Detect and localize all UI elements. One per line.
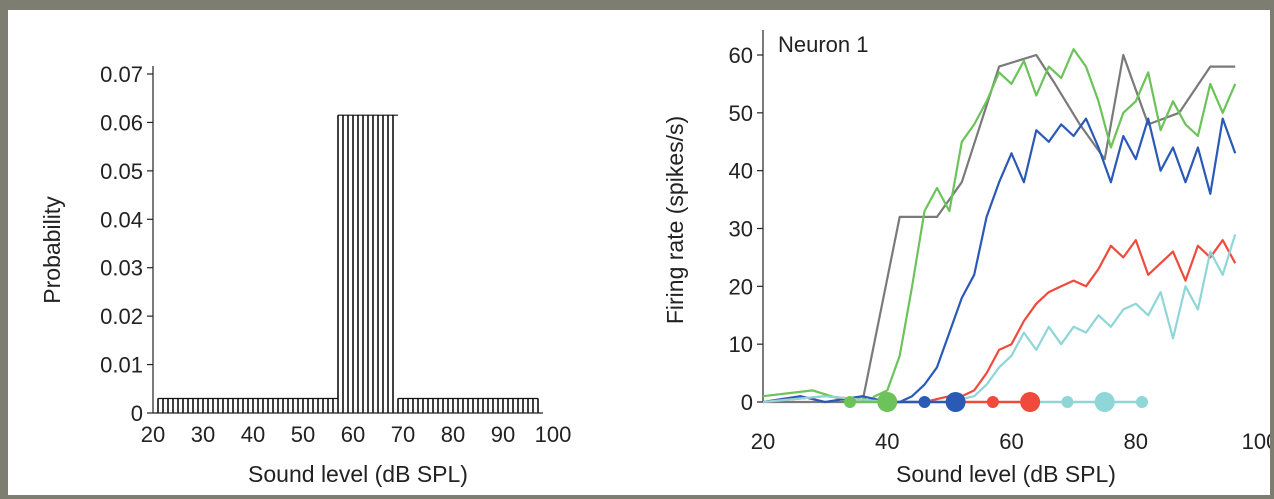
x-tick-label: 100 (1242, 429, 1270, 454)
series-line (762, 239, 1237, 404)
y-tick-label: 0.05 (100, 159, 143, 184)
x-axis-label: Sound level (dB SPL) (248, 461, 468, 487)
x-tick-label: 80 (1124, 429, 1148, 454)
series-line (762, 117, 1237, 404)
y-tick-label: 60 (729, 43, 753, 68)
x-tick-label: 50 (291, 422, 315, 447)
figure-panel: 0 0.01 0.02 0.03 0.04 0.05 0.06 0.07 20 30 40 50 60… (8, 10, 1270, 495)
x-axis-label: Sound level (dB SPL) (896, 461, 1116, 487)
chart-title: Neuron 1 (778, 32, 869, 57)
y-tick-label: 0.07 (100, 62, 143, 87)
x-tick-label: 20 (141, 422, 165, 447)
x-tick-label: 60 (341, 422, 365, 447)
series-line (762, 48, 1237, 404)
x-tick-label: 100 (535, 422, 572, 447)
histogram-bars (157, 114, 539, 413)
x-ticks: 20 40 60 80 100 (751, 429, 1270, 454)
y-ticks: 0 0.01 0.02 0.03 0.04 0.05 0.06 0.07 (100, 62, 153, 426)
series-line (763, 53, 1236, 404)
x-ticks: 20 30 40 50 60 70 80 90 100 (141, 422, 572, 447)
threshold-marker (877, 392, 898, 412)
y-ticks: 0 10 20 30 40 50 60 (729, 43, 763, 415)
y-axis-label: Probability (39, 196, 65, 304)
threshold-marker (918, 396, 931, 408)
y-tick-label: 0.04 (100, 207, 143, 232)
series-lines (762, 48, 1237, 404)
y-tick-label: 0.06 (100, 110, 143, 135)
threshold-marker (986, 396, 999, 408)
x-tick-label: 20 (751, 429, 775, 454)
y-tick-label: 0.03 (100, 256, 143, 281)
y-tick-label: 0.01 (100, 353, 143, 378)
x-tick-label: 90 (491, 422, 515, 447)
threshold-marker (1094, 392, 1115, 412)
threshold-markers (843, 392, 1148, 412)
threshold-marker (843, 396, 856, 408)
x-tick-label: 30 (191, 422, 215, 447)
y-tick-label: 10 (729, 332, 753, 357)
y-tick-label: 0.02 (100, 304, 143, 329)
x-tick-label: 40 (241, 422, 265, 447)
probability-histogram: 0 0.01 0.02 0.03 0.04 0.05 0.06 0.07 20 30 40 50 60… (39, 62, 572, 487)
x-tick-label: 40 (875, 429, 899, 454)
series-line (762, 233, 1237, 404)
y-tick-label: 20 (729, 274, 753, 299)
y-tick-label: 40 (729, 159, 753, 184)
y-tick-label: 0 (131, 401, 143, 426)
firing-rate-chart: 0 10 20 30 40 50 60 20 40 60 80 100 Neuron 1 Sound… (662, 30, 1270, 487)
threshold-marker (945, 392, 966, 412)
threshold-marker (1135, 396, 1148, 408)
y-axis-label: Firing rate (spikes/s) (662, 116, 688, 324)
y-tick-label: 50 (729, 101, 753, 126)
x-tick-label: 60 (999, 429, 1023, 454)
threshold-marker (1020, 392, 1041, 412)
threshold-marker (1061, 396, 1074, 408)
x-tick-label: 80 (441, 422, 465, 447)
x-tick-label: 70 (391, 422, 415, 447)
y-tick-label: 30 (729, 217, 753, 242)
y-tick-label: 0 (741, 390, 753, 415)
